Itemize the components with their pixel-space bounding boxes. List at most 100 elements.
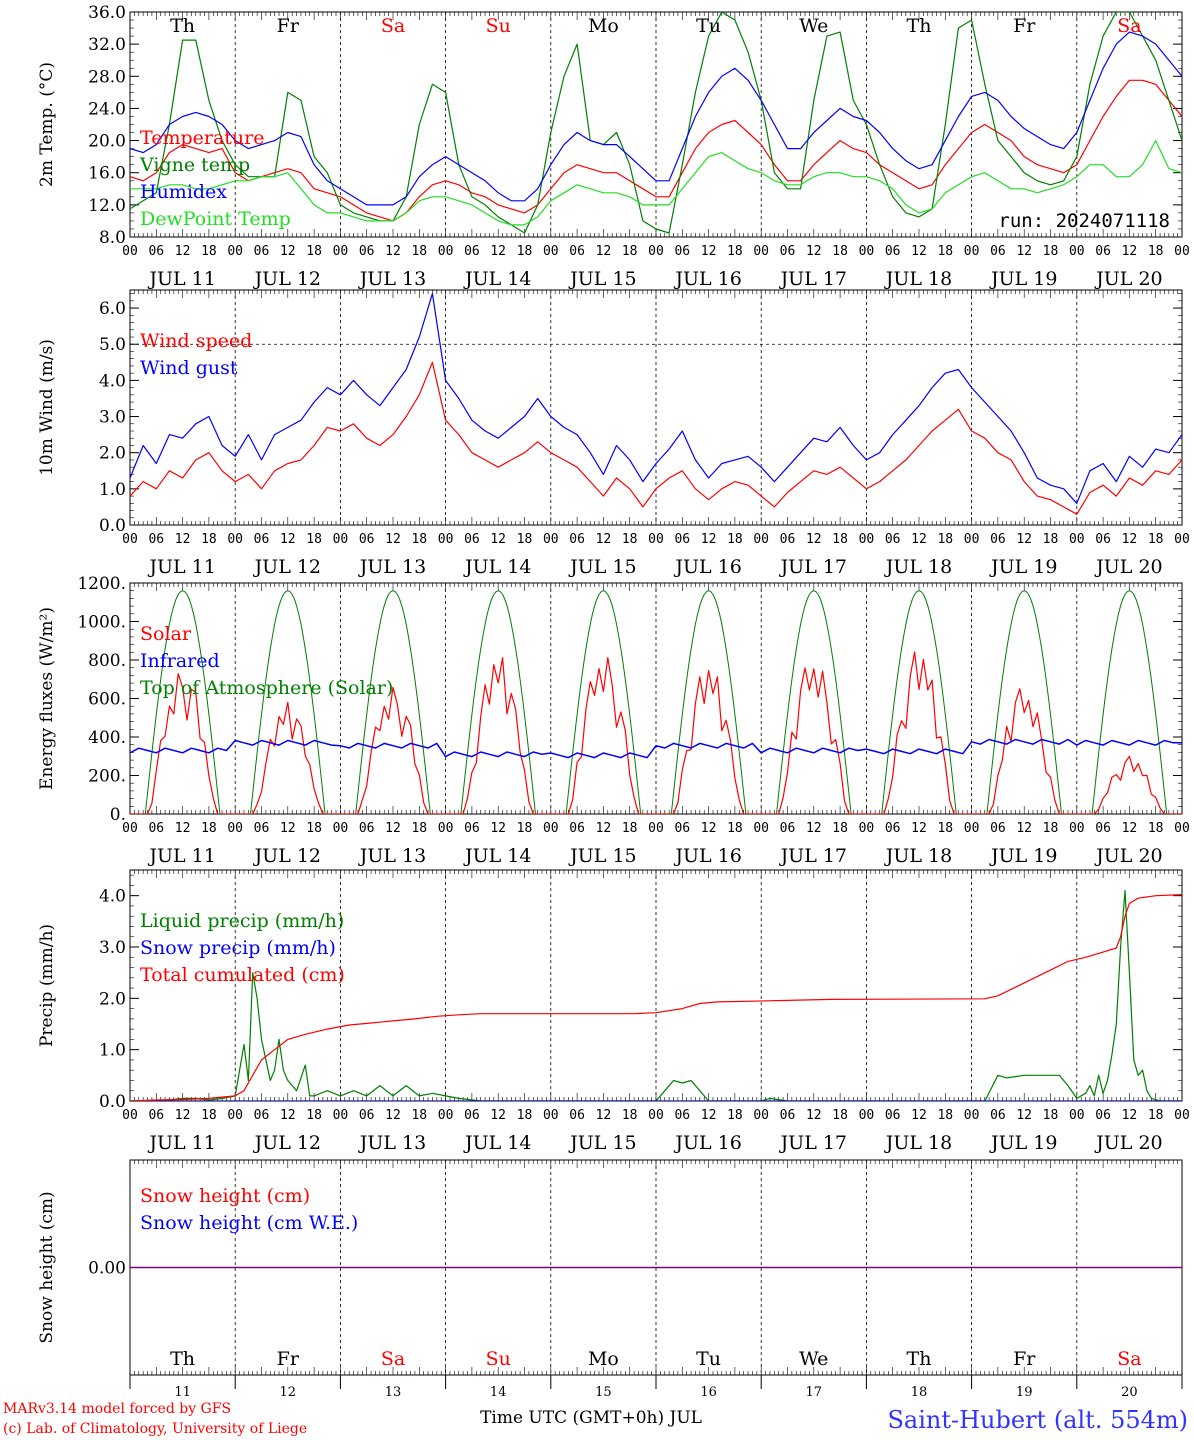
date-label: JUL 11 [147, 1132, 215, 1154]
time-axis: 00 06 12 18 JUL 11 00 06 12 18 JUL 12 00 06 12 18 JUL … [122, 1108, 1190, 1154]
hour-tick-label: 00 [543, 244, 559, 259]
hour-tick-label: 06 [885, 821, 901, 836]
date-label: JUL 12 [253, 268, 321, 290]
hour-tick-label: 18 [201, 244, 217, 259]
hour-tick-label: 18 [517, 821, 533, 836]
y-tick-label: 28.0 [88, 67, 126, 87]
weekday-label: Tu [696, 15, 721, 37]
hour-tick-label: 12 [175, 244, 191, 259]
weekday-label: Tu [696, 1348, 721, 1370]
series-solar [130, 651, 1182, 814]
weekday-label: Sa [381, 1348, 405, 1370]
date-label: JUL 14 [463, 556, 531, 578]
date-label: JUL 12 [253, 845, 321, 867]
y-tick-label: 400. [88, 728, 126, 748]
time-axis: 00 06 12 18 JUL 11 00 06 12 18 JUL 12 00 06 12 18 JUL … [122, 244, 1190, 290]
day-number-label: 19 [1016, 1385, 1033, 1400]
hour-tick-label: 06 [254, 1108, 270, 1123]
hour-tick-label: 00 [964, 244, 980, 259]
hour-tick-label: 00 [227, 821, 243, 836]
hour-tick-label: 12 [280, 821, 296, 836]
hour-tick-label: 06 [464, 532, 480, 547]
hour-tick-label: 18 [306, 532, 322, 547]
legend-entry: DewPoint Temp [140, 208, 291, 230]
date-label: JUL 18 [884, 268, 952, 290]
hour-tick-label: 00 [648, 532, 664, 547]
series-total-cumulated-cm- [130, 894, 1182, 1101]
weekday-label: Th [907, 15, 932, 37]
hour-tick-label: 18 [306, 1108, 322, 1123]
hour-tick-label: 06 [254, 244, 270, 259]
date-label: JUL 20 [1094, 556, 1162, 578]
weekday-label: Fr [1013, 15, 1036, 37]
hour-tick-label: 18 [727, 1108, 743, 1123]
hour-tick-label: 12 [1122, 1108, 1138, 1123]
weekday-label: Fr [1013, 1348, 1036, 1370]
hour-tick-label: 18 [306, 821, 322, 836]
hour-tick-label: 18 [832, 821, 848, 836]
weekday-label: Sa [1117, 1348, 1141, 1370]
hour-tick-label: 06 [359, 244, 375, 259]
hour-tick-label: 06 [569, 244, 585, 259]
series-group [130, 293, 1182, 515]
date-label: JUL 13 [358, 268, 426, 290]
series-group [130, 590, 1182, 814]
hour-tick-label: 00 [964, 821, 980, 836]
date-label: JUL 19 [989, 1132, 1057, 1154]
hour-tick-label: 18 [1043, 1108, 1059, 1123]
y-tick-label: 3.0 [99, 408, 126, 428]
hour-tick-label: 12 [490, 821, 506, 836]
hour-tick-label: 00 [227, 532, 243, 547]
hour-tick-label: 00 [753, 1108, 769, 1123]
y-tick-label: 0.00 [88, 1259, 126, 1279]
hour-tick-label: 06 [148, 1108, 164, 1123]
hour-tick-label: 00 [1069, 244, 1085, 259]
time-axis-label: Time UTC (GMT+0h) JUL [480, 1408, 702, 1428]
date-label: JUL 18 [884, 556, 952, 578]
hour-tick-label: 06 [148, 821, 164, 836]
y-tick-label: 1200. [77, 574, 126, 594]
hour-tick-label: 12 [1122, 244, 1138, 259]
hour-tick-label: 06 [780, 244, 796, 259]
hour-tick-label: 12 [1016, 532, 1032, 547]
y-tick-label: 4.0 [99, 887, 126, 907]
hour-tick-label: 00 [122, 821, 138, 836]
hour-tick-label: 00 [648, 821, 664, 836]
weekday-label: We [799, 15, 828, 37]
y-axis-label: Energy fluxes (W/m²) [37, 607, 57, 790]
hour-tick-label: 06 [569, 532, 585, 547]
hour-tick-label: 00 [964, 1108, 980, 1123]
hour-tick-label: 18 [832, 244, 848, 259]
hour-tick-label: 00 [859, 244, 875, 259]
hour-tick-label: 18 [517, 244, 533, 259]
y-tick-label: 2.0 [99, 444, 126, 464]
hour-tick-label: 00 [1069, 821, 1085, 836]
hour-tick-label: 00 [333, 1108, 349, 1123]
y-tick-label: 32.0 [88, 35, 126, 55]
y-tick-label: 16.0 [88, 164, 126, 184]
hour-tick-label: 12 [806, 821, 822, 836]
hour-tick-label: 12 [280, 244, 296, 259]
run-annotation: run: 2024071118 [998, 210, 1170, 232]
date-label: JUL 19 [989, 268, 1057, 290]
station-label: Saint-Hubert (alt. 554m) [887, 1406, 1188, 1434]
hour-tick-label: 06 [990, 1108, 1006, 1123]
legend: Wind speed Wind gust [140, 330, 252, 379]
hour-tick-label: 18 [1043, 532, 1059, 547]
legend-entry: Wind gust [140, 357, 238, 379]
hour-tick-label: 18 [411, 821, 427, 836]
time-axis: 00 06 12 18 JUL 11 00 06 12 18 JUL 12 00 06 12 18 JUL … [122, 821, 1190, 867]
hour-tick-label: 00 [859, 1108, 875, 1123]
hour-tick-label: 00 [438, 1108, 454, 1123]
hour-tick-label: 00 [648, 244, 664, 259]
y-tick-label: 36.0 [88, 3, 126, 23]
series-group [130, 889, 1182, 1101]
hour-tick-label: 12 [175, 532, 191, 547]
hour-tick-label: 06 [464, 244, 480, 259]
hour-tick-label: 12 [280, 1108, 296, 1123]
hour-tick-label: 06 [148, 244, 164, 259]
y-axis-label: Snow height (cm) [37, 1191, 57, 1343]
series-dewpoint-temp [130, 140, 1182, 226]
credit-line-2: (c) Lab. of Climatology, University of L… [3, 1421, 307, 1437]
